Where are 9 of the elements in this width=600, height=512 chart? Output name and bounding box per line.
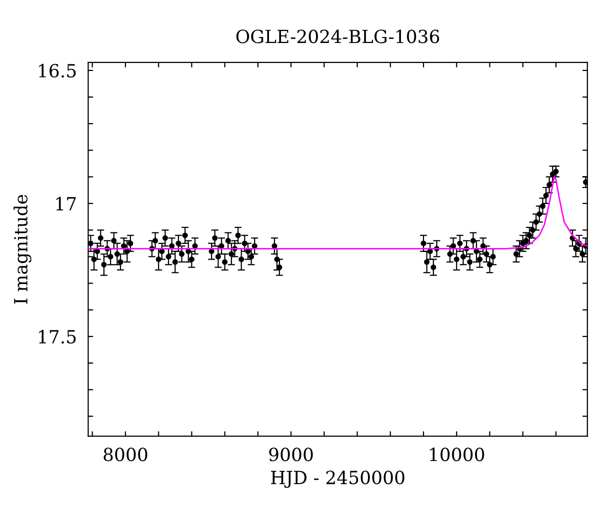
y-tick-label: 17.5	[39, 330, 76, 344]
x-tick-label: 8000	[104, 448, 148, 462]
x-axis-title: HJD - 2450000	[271, 470, 404, 488]
x-tick-label: 9000	[269, 448, 313, 462]
y-axis-title: I magnitude	[14, 194, 32, 304]
chart-title: OGLE-2024-BLG-1036	[236, 30, 440, 44]
y-tick-label: 17	[56, 196, 76, 210]
y-tick-label: 16.5	[39, 64, 76, 78]
x-tick-label: 10000	[430, 448, 484, 462]
